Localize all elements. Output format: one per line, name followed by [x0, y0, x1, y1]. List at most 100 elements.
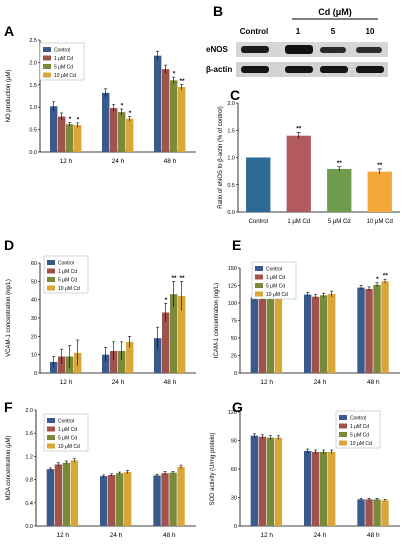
blot-lane-10: 10 — [366, 27, 375, 36]
bar — [154, 55, 162, 152]
bar — [102, 354, 110, 373]
bar — [381, 500, 389, 526]
significance-mark: ** — [377, 162, 383, 169]
legend-swatch — [47, 418, 55, 423]
legend-label: 5 μM Cd — [54, 65, 73, 71]
bar — [162, 69, 170, 152]
y-tick-label: 2.0 — [25, 408, 33, 414]
y-tick-label: 30 — [31, 316, 37, 322]
x-tick-label: 12 h — [260, 532, 273, 539]
blot-row-enos: eNOS — [206, 45, 228, 54]
legend-label: 10 μM Cd — [266, 292, 288, 298]
blot-lane-control: Control — [240, 27, 268, 36]
bar — [266, 437, 275, 526]
x-tick-label: 12 h — [56, 532, 69, 539]
bar — [116, 473, 124, 526]
legend-swatch — [255, 274, 263, 280]
bar — [312, 451, 320, 526]
chart-panel-f: F 0.0 0.4 0.8 1.2 1.6 2.0 MDA concentration (μM… — [4, 399, 196, 539]
bar — [170, 294, 178, 373]
x-tick-label: Control — [249, 219, 268, 225]
legend-label: 10 μM Cd — [54, 73, 76, 79]
bar — [170, 80, 178, 152]
y-tick-label: 90 — [231, 439, 237, 445]
x-tick-label: 10 μM Cd — [367, 219, 393, 225]
blot-bands — [241, 45, 384, 73]
bar — [74, 125, 82, 152]
panel-letter: D — [4, 237, 14, 253]
significance-mark: * — [376, 276, 379, 283]
significance-mark: * — [121, 102, 124, 109]
y-tick-label: 125 — [228, 284, 237, 290]
y-tick-label: 60 — [231, 467, 237, 473]
bar — [58, 356, 66, 373]
blot-header: Cd (μM) — [318, 7, 352, 17]
legend-swatch — [339, 432, 347, 437]
significance-mark: ** — [179, 275, 185, 282]
legend-label: 1 μM Cd — [350, 424, 369, 430]
bar — [108, 474, 116, 526]
y-tick-label: 0.0 — [227, 210, 235, 216]
legend-label: 1 μM Cd — [266, 275, 285, 281]
y-tick-label: 0.8 — [25, 478, 33, 484]
panel-letter: G — [232, 399, 243, 415]
blot-lane-5: 5 — [331, 27, 336, 36]
significance-mark: ** — [171, 275, 177, 282]
legend-label: Control — [58, 261, 74, 267]
bar — [328, 293, 336, 373]
y-tick-label: 1.0 — [29, 105, 37, 111]
legend-swatch — [255, 266, 263, 271]
x-tick-label: 12 h — [260, 379, 273, 386]
legend-label: Control — [266, 267, 282, 273]
y-tick-label: 1.6 — [25, 431, 33, 437]
significance-mark: ** — [296, 125, 302, 132]
legend-swatch — [47, 426, 55, 432]
y-tick-label: 1.5 — [29, 83, 37, 89]
legend-swatch — [47, 435, 55, 440]
bar — [62, 462, 71, 526]
y-axis-label: VCAM-1 concentration (ng/L) — [6, 279, 12, 357]
y-tick-label: 20 — [31, 334, 37, 340]
x-tick-label: 24 h — [112, 379, 125, 386]
x-tick-label: 24 h — [112, 158, 125, 165]
legend-label: 5 μM Cd — [58, 278, 77, 284]
bar — [102, 92, 110, 152]
legend-label: 1 μM Cd — [54, 56, 73, 62]
x-tick-label: 48 h — [163, 532, 176, 539]
legend-label: 10 μM Cd — [58, 444, 80, 450]
y-tick-label: 30 — [231, 496, 237, 502]
bar — [357, 499, 365, 526]
legend-swatch — [43, 55, 51, 61]
y-axis-label: Ratio of eNOS to β-actin (% of control) — [218, 106, 224, 209]
significance-mark: * — [69, 116, 72, 123]
y-tick-label: 50 — [231, 336, 237, 342]
y-tick-label: 2.0 — [29, 60, 37, 66]
chart-panel-g: G 0 30 60 90 120 SOD activity (U/mg protein) 12… — [210, 399, 400, 539]
significance-mark: ** — [337, 160, 343, 167]
chart-panel-d: D 0 10 20 30 40 50 60 VCAM-1 concentration (ng/L… — [4, 237, 196, 386]
y-axis-label: MDA concentration (μM) — [6, 436, 12, 501]
bar — [258, 298, 267, 373]
panel-letter-b: B — [213, 3, 223, 19]
blot-row-actin: β-actin — [206, 65, 232, 74]
legend-swatch — [47, 443, 55, 449]
x-tick-label: 24 h — [314, 379, 327, 386]
bar — [178, 296, 186, 373]
bar — [161, 473, 169, 526]
legend-label: Control — [54, 48, 70, 54]
y-axis-label: SOD activity (U/mg protein) — [210, 432, 216, 505]
panel-letter: C — [230, 87, 240, 103]
x-tick-label: 48 h — [164, 379, 177, 386]
bar — [126, 118, 134, 152]
bar — [124, 472, 132, 526]
bar — [46, 469, 55, 526]
y-tick-label: 1.5 — [227, 128, 235, 134]
bar — [373, 499, 381, 526]
bar — [274, 296, 283, 373]
y-tick-label: 0.5 — [227, 183, 235, 189]
y-tick-label: 100 — [228, 301, 237, 307]
legend: Control 1 μM Cd 5 μM Cd 10 μM Cd — [335, 410, 381, 449]
legend-label: 5 μM Cd — [58, 436, 77, 442]
bar — [286, 135, 311, 212]
